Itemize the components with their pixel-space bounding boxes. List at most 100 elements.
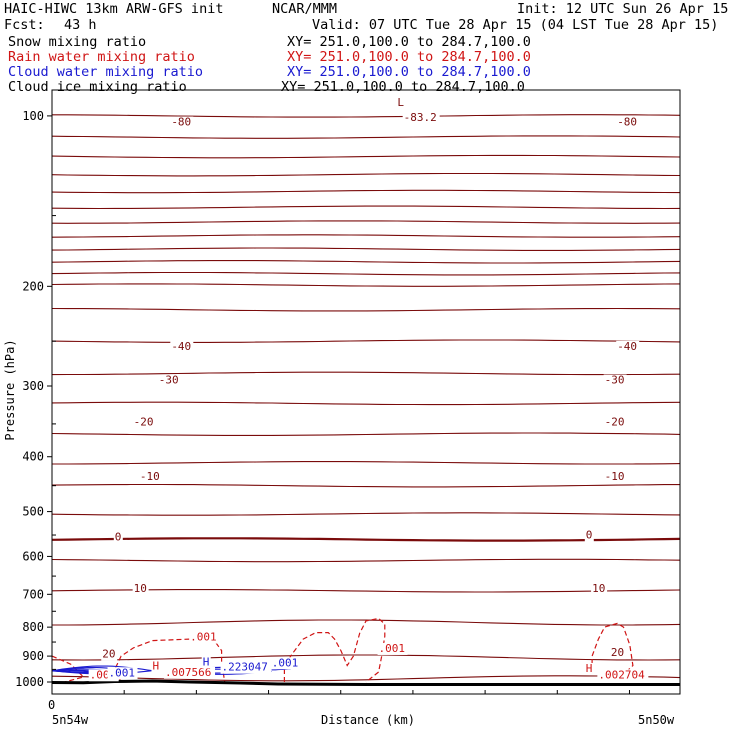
temperature-contour — [51, 172, 681, 177]
rain-contour-label: H — [152, 659, 159, 672]
temperature-contour — [51, 371, 681, 376]
temperature-contour-label: L — [397, 96, 404, 109]
temperature-contour — [52, 114, 681, 118]
temperature-contour — [51, 307, 681, 312]
temperature-contour — [51, 205, 681, 210]
temperature-contour-label: 10 — [592, 582, 605, 595]
temperature-contour — [51, 220, 681, 224]
temperature-contour-label: -80 — [171, 116, 191, 129]
temperature-contour-label-bg — [616, 116, 640, 129]
temperature-contour-label-bg — [170, 340, 194, 353]
temperature-contour-label: 10 — [134, 582, 147, 595]
cloud-contour-label: H — [203, 655, 210, 668]
field-name-cloud-water: Cloud water mixing ratio — [8, 64, 204, 80]
temperature-contour-label-bg — [396, 96, 406, 109]
rain-contour — [591, 622, 634, 675]
temperature-contour — [52, 619, 681, 626]
temperature-contour — [51, 558, 681, 563]
header-title: HAIC-HIWC 13km ARW-GFS init — [4, 1, 224, 17]
temperature-contour-label: -10 — [605, 470, 625, 483]
temperature-contour-label-bg — [138, 471, 162, 484]
temperature-contour-label: -40 — [171, 340, 191, 353]
cloud-contour-label: .001 — [109, 666, 135, 679]
y-axis-label: Pressure (hPa) — [3, 339, 17, 440]
temperature-contours — [51, 114, 681, 682]
temperature-contour-label-bg — [609, 647, 626, 660]
rain-contour-label: .007566 — [165, 666, 211, 679]
field-name-cloud-ice: Cloud ice mixing ratio — [8, 79, 187, 95]
y-tick-label: 200 — [22, 279, 44, 293]
x-left-label: 5n54w — [52, 713, 89, 727]
y-tick-label: 500 — [22, 505, 44, 519]
rain-contour-label-bg — [151, 660, 161, 673]
cloud-contour-label: .001 — [272, 656, 299, 669]
rain-contour-label: .002704 — [598, 668, 645, 681]
temperature-contour-label-bg — [402, 111, 440, 124]
temperature-contour-label: -80 — [617, 116, 637, 129]
y-tick-label: 900 — [22, 649, 44, 663]
cloud-contour-label-bg — [270, 657, 301, 670]
temperature-contour-label: 0 — [586, 529, 593, 542]
temperature-contour-label-bg — [591, 582, 608, 595]
header-init: Init: 12 UTC Sun 26 Apr 15 — [517, 1, 729, 17]
temperature-contour — [51, 483, 680, 488]
rain-contour-label: H — [586, 662, 593, 675]
temperature-contour — [51, 512, 681, 516]
rain-contours — [51, 617, 634, 683]
x-right-label: 5n50w — [638, 713, 675, 727]
temperature-contour-label-bg — [157, 374, 181, 387]
temperature-contour — [51, 537, 681, 542]
temperature-contour-label-bg — [616, 340, 640, 353]
rain-contour-label: .001 — [190, 631, 217, 644]
temperature-contour — [51, 234, 681, 238]
y-tick-label: 100 — [22, 109, 44, 123]
temperature-contour-label: -40 — [617, 340, 637, 353]
rain-contour-label: .001 — [379, 642, 406, 655]
temperature-contour-label: -20 — [605, 415, 625, 428]
temperature-contour-label-bg — [603, 416, 627, 429]
temperature-contour-label: -83.2 — [404, 111, 437, 124]
y-tick-label: 800 — [22, 620, 44, 634]
terrain-layer — [51, 679, 680, 686]
cloud-contour-label-bg — [201, 656, 211, 669]
temperature-contour-label-bg — [132, 416, 156, 429]
temperature-contour — [52, 461, 681, 465]
temperature-contour-label: -20 — [134, 415, 154, 428]
y-tick-label: 300 — [22, 379, 44, 393]
temperature-contour-label-bg — [603, 471, 627, 484]
temperature-contour — [51, 589, 681, 593]
temperature-contour — [51, 247, 681, 251]
temperature-contour-label-bg — [113, 531, 123, 544]
temperature-contour — [51, 339, 681, 343]
field-name-rain: Rain water mixing ratio — [8, 49, 195, 65]
temperature-contour-label: -30 — [605, 374, 625, 387]
temperature-contour — [51, 432, 681, 436]
contour-labels: -83.2L -80 -80 -40 -40 -30 -30 -20 -20 -10 -10 0 0 10… — [88, 96, 649, 682]
temperature-contour-label-bg — [132, 582, 149, 595]
field-xy-cloud-ice: XY= 251.0,100.0 to 284.7,100.0 — [281, 79, 525, 95]
y-tick-label: 1000 — [15, 675, 44, 689]
header-fcst-label: Fcst: — [4, 17, 45, 33]
temperature-contour-label-bg — [170, 116, 194, 129]
temperature-contour-label: 20 — [611, 646, 624, 659]
temperature-contour-label-bg — [101, 648, 118, 661]
rain-contour-label-bg — [189, 631, 220, 644]
y-tick-label: 700 — [22, 587, 44, 601]
temperature-contour — [51, 283, 681, 287]
cloud-contour-label-bg — [220, 661, 272, 674]
rain-contour-label-bg — [597, 669, 649, 682]
rain-contour-label-bg — [164, 666, 216, 679]
field-xy-snow: XY= 251.0,100.0 to 284.7,100.0 — [287, 34, 531, 50]
temperature-contour — [51, 135, 681, 139]
temperature-contour — [51, 271, 681, 276]
rain-contour-label-bg — [377, 642, 408, 655]
terrain-line — [51, 679, 680, 686]
field-xy-cloud-water: XY= 251.0,100.0 to 284.7,100.0 — [287, 64, 531, 80]
rain-contour — [283, 617, 386, 683]
y-tick-label: 400 — [22, 450, 44, 464]
rain-contour — [51, 655, 85, 683]
rain-contour-label-bg — [584, 662, 594, 675]
plot-frame — [51, 89, 681, 695]
